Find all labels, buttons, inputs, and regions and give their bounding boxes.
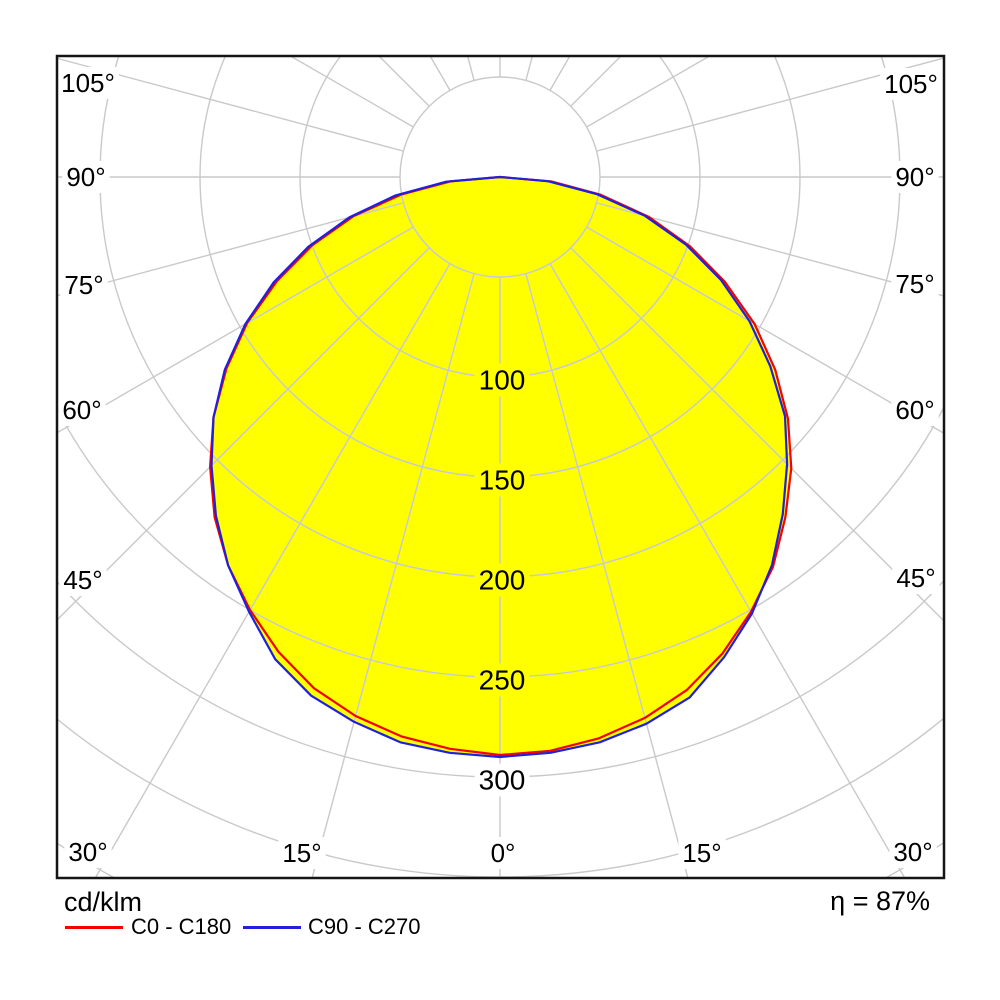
legend-label-c0: C0 - C180 [131,914,232,939]
intensity-curve-c90-c270 [210,175,789,759]
angle-tick-label: 15° [282,838,321,868]
angle-tick-label: 0° [491,838,516,868]
grid-ray [526,0,733,80]
radial-tick-label: 100 [479,365,526,396]
angle-tick-label-bg [57,67,119,99]
chart-frame [55,54,946,880]
angle-tick-label: 15° [682,838,721,868]
unit-label: cd/klm [64,887,143,917]
grid-ray [57,57,404,152]
grid-ray [525,273,734,757]
angle-tick-label: 45° [896,563,935,593]
grid-ray [596,57,944,152]
grid-ray [266,273,475,757]
grid-ray [466,56,475,81]
tick-labels: 100 150 200 250 300 105° 90° 75° 60° 45° 30° 15° 0° 1… [57,67,942,869]
grid-ray [210,226,414,628]
radial-tick-label-bg [474,463,530,497]
angle-tick-label-bg [58,394,106,426]
radial-tick-label: 200 [479,565,526,596]
grid-ray [289,56,414,128]
grid-ray [57,202,404,297]
angle-tick-label: 60° [895,395,934,425]
angle-tick-label-bg [62,161,110,193]
legend-line-c0 [65,926,123,929]
grid-ray [525,56,534,81]
grid-ray [586,56,711,128]
legend-line-c90 [243,926,301,929]
angle-tick-label-bg [891,268,939,300]
grid-ray [596,202,944,297]
angle-tick-label: 60° [62,395,101,425]
radial-tick-label-bg [474,663,530,697]
angle-tick-label-bg [892,562,940,594]
grid-ray [570,247,792,757]
angle-tick-label: 75° [895,269,934,299]
angle-tick-label-bg [891,161,939,193]
angle-tick-label: 45° [63,565,102,595]
grid-ray [549,263,792,757]
angle-tick-label-bg [60,269,108,301]
angle-tick-label-bg [880,68,942,100]
radial-tick-label: 250 [479,665,526,696]
angle-tick-label-bg [59,564,107,596]
radial-tick-label-bg [474,763,530,797]
angle-tick-label: 90° [66,162,105,192]
efficiency-label: η = 87% [830,886,930,916]
grid-ray [0,0,413,127]
angle-tick-label-bg [678,837,726,869]
angle-tick-label-bg [64,836,112,868]
angle-tick-label: 30° [893,837,932,867]
angle-tick-label-bg [486,837,520,869]
angle-tick-label: 105° [884,69,938,99]
radial-tick-label-bg [474,563,530,597]
angle-tick-label: 75° [64,270,103,300]
angle-tick-label-bg [278,837,326,869]
angle-tick-label: 90° [895,162,934,192]
grid-ray [587,0,1000,127]
angle-tick-label: 105° [61,68,115,98]
radial-tick-label-bg [474,363,530,397]
grid-ray [586,226,792,628]
grid-ray [210,247,430,757]
radial-tick-label: 300 [479,765,526,796]
radial-tick-label: 150 [479,465,526,496]
grid-ray [267,0,474,80]
legend-label-c90: C90 - C270 [308,914,421,939]
angle-tick-label: 30° [68,837,107,867]
angle-tick-label-bg [889,836,937,868]
angle-tick-label-bg [891,394,939,426]
